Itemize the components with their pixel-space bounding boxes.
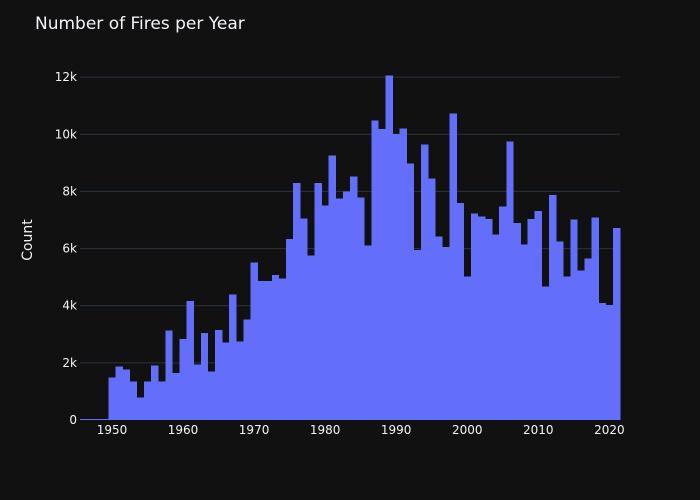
bar-1992[interactable] — [407, 163, 414, 420]
bar-1951[interactable] — [116, 367, 123, 420]
bar-1966[interactable] — [222, 342, 229, 420]
bar-2018[interactable] — [592, 218, 599, 420]
bar-1990[interactable] — [393, 134, 400, 420]
bar-1960[interactable] — [179, 339, 186, 420]
bar-2003[interactable] — [485, 219, 492, 420]
bar-1979[interactable] — [314, 183, 321, 420]
bar-1982[interactable] — [336, 199, 343, 420]
bar-2005[interactable] — [499, 207, 506, 420]
x-tick-label: 1990 — [381, 423, 412, 437]
bar-2010[interactable] — [535, 211, 542, 420]
chart-title: Number of Fires per Year — [35, 14, 245, 34]
bar-2012[interactable] — [549, 195, 556, 420]
bar-2017[interactable] — [584, 259, 591, 420]
bar-1980[interactable] — [322, 206, 329, 420]
bar-1947[interactable] — [87, 419, 94, 420]
bar-1974[interactable] — [279, 278, 286, 420]
bar-2006[interactable] — [506, 142, 513, 420]
y-tick-label: 10k — [55, 127, 77, 141]
y-axis-title: Count — [20, 219, 36, 261]
bar-1984[interactable] — [350, 177, 357, 420]
y-tick-label: 4k — [62, 299, 77, 313]
x-tick-label: 2020 — [594, 423, 625, 437]
bar-1977[interactable] — [300, 218, 307, 420]
bar-2014[interactable] — [563, 276, 570, 420]
bar-1967[interactable] — [229, 295, 236, 420]
bar-2013[interactable] — [556, 242, 563, 420]
x-tick-label: 1960 — [168, 423, 199, 437]
bar-1955[interactable] — [144, 381, 151, 420]
bar-2021[interactable] — [613, 228, 620, 420]
bar-1988[interactable] — [378, 129, 385, 420]
bar-1994[interactable] — [421, 144, 428, 420]
bar-2004[interactable] — [492, 235, 499, 420]
bar-2000[interactable] — [464, 277, 471, 420]
bar-1948[interactable] — [94, 419, 101, 420]
x-tick-label: 2000 — [452, 423, 483, 437]
y-tick-label: 8k — [62, 184, 77, 198]
bar-1998[interactable] — [449, 114, 456, 420]
bar-2008[interactable] — [521, 244, 528, 420]
bar-1971[interactable] — [258, 281, 265, 420]
bar-1972[interactable] — [265, 281, 272, 420]
bar-2011[interactable] — [542, 286, 549, 420]
bar-1946[interactable] — [80, 419, 87, 420]
bar-1956[interactable] — [151, 366, 158, 420]
bar-1964[interactable] — [208, 371, 215, 420]
x-tick-label: 1980 — [310, 423, 341, 437]
bar-2020[interactable] — [606, 305, 613, 420]
bar-1950[interactable] — [108, 378, 115, 420]
bar-1987[interactable] — [371, 121, 378, 420]
bar-1953[interactable] — [130, 381, 137, 420]
bar-1973[interactable] — [272, 275, 279, 420]
bar-1993[interactable] — [414, 250, 421, 420]
bar-1996[interactable] — [435, 236, 442, 420]
bar-1986[interactable] — [364, 246, 371, 420]
bar-1983[interactable] — [343, 192, 350, 420]
y-tick-label: 2k — [62, 356, 77, 370]
bar-1962[interactable] — [194, 364, 201, 420]
bar-1963[interactable] — [201, 333, 208, 420]
bar-1978[interactable] — [307, 255, 314, 420]
bar-1970[interactable] — [251, 262, 258, 420]
bar-1949[interactable] — [101, 419, 108, 420]
bar-2007[interactable] — [513, 223, 520, 420]
bar-1975[interactable] — [286, 239, 293, 420]
bar-1969[interactable] — [243, 319, 250, 420]
bar-1995[interactable] — [428, 178, 435, 420]
y-tick-label: 12k — [55, 70, 77, 84]
y-tick-label: 6k — [62, 242, 77, 256]
bar-1999[interactable] — [457, 203, 464, 420]
bar-1961[interactable] — [187, 301, 194, 420]
bar-1981[interactable] — [329, 155, 336, 420]
bar-2019[interactable] — [599, 303, 606, 420]
bar-1965[interactable] — [215, 330, 222, 420]
bar-1991[interactable] — [400, 129, 407, 420]
bar-1952[interactable] — [123, 370, 130, 420]
bar-2015[interactable] — [570, 220, 577, 420]
bar-1954[interactable] — [137, 398, 144, 420]
bar-1976[interactable] — [293, 183, 300, 420]
bar-1959[interactable] — [172, 373, 179, 420]
x-tick-label: 2010 — [523, 423, 554, 437]
x-tick-label: 1950 — [97, 423, 128, 437]
bar-2002[interactable] — [478, 216, 485, 420]
x-tick-label: 1970 — [239, 423, 270, 437]
bar-1985[interactable] — [357, 198, 364, 420]
bar-2009[interactable] — [528, 219, 535, 420]
bar-1968[interactable] — [236, 342, 243, 420]
bar-1989[interactable] — [386, 76, 393, 420]
bar-2001[interactable] — [471, 214, 478, 420]
y-tick-label: 0 — [69, 413, 77, 427]
bar-1997[interactable] — [442, 247, 449, 420]
bar-2016[interactable] — [577, 270, 584, 420]
bar-1957[interactable] — [158, 381, 165, 420]
bar-1958[interactable] — [165, 331, 172, 420]
